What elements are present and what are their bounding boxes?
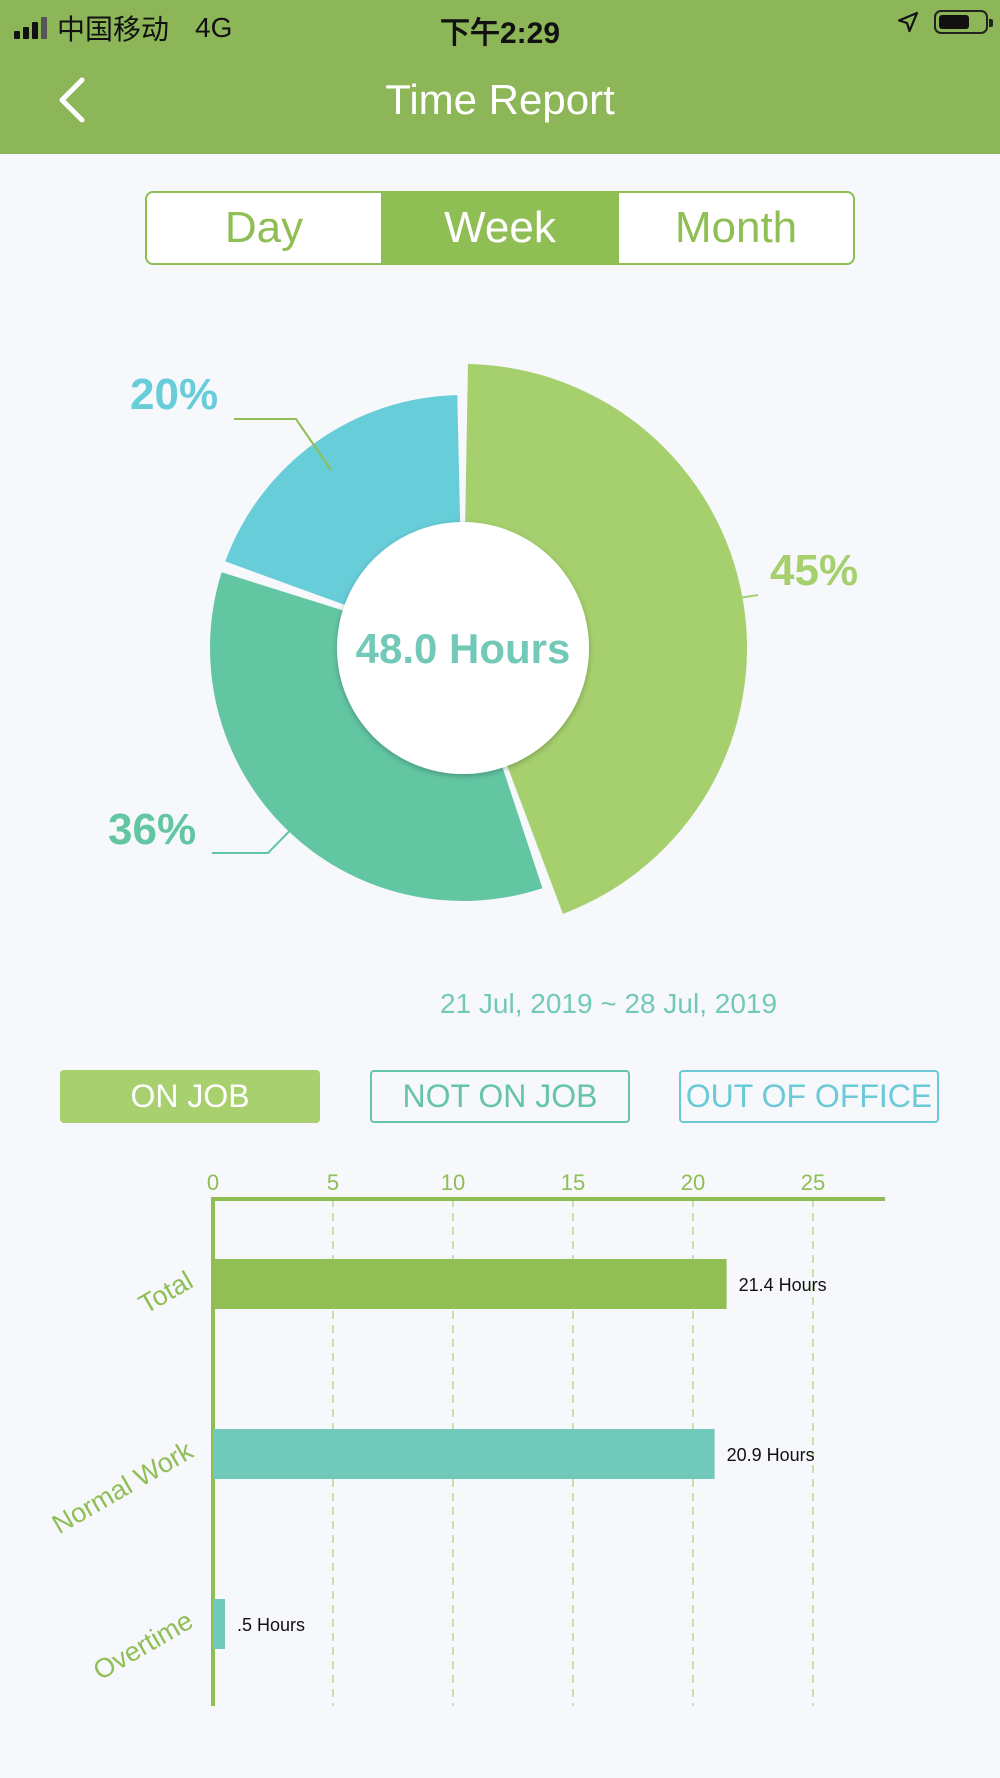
filter-on-job-button[interactable]: ON JOB xyxy=(60,1070,320,1123)
category-label: Overtime xyxy=(88,1605,198,1686)
x-tick-label: 15 xyxy=(561,1170,585,1195)
filter-out-of-office-button[interactable]: OUT OF OFFICE xyxy=(679,1070,939,1123)
hours-donut-chart: 48.0 Hours 45% 36% 20% xyxy=(108,364,858,914)
filter-not-on-job-button[interactable]: NOT ON JOB xyxy=(370,1070,630,1123)
donut-label-slice-0: 45% xyxy=(770,546,858,595)
x-tick-label: 0 xyxy=(207,1170,219,1195)
tab-week[interactable]: Week xyxy=(381,193,617,263)
network-label: 4G xyxy=(195,12,233,43)
donut-slice-on-job xyxy=(465,364,747,914)
donut-center-label: 48.0 Hours xyxy=(356,625,571,672)
leader-line-slice-1 xyxy=(212,809,311,854)
donut-slice-out-of-office xyxy=(225,395,461,607)
leader-line-slice-2 xyxy=(234,418,332,471)
category-label: Total xyxy=(134,1265,198,1320)
carrier-label: 中国移动 xyxy=(57,14,170,45)
hours-bar-chart: 0 5 10 15 20 25 21.4 Hours Total 20.9 Hours Norma… xyxy=(47,1170,885,1706)
x-tick-label: 20 xyxy=(681,1170,705,1195)
bar-data-label: 21.4 Hours xyxy=(739,1275,827,1295)
location-arrow-icon xyxy=(897,11,919,33)
navigation-bar xyxy=(0,0,1000,154)
bar xyxy=(213,1429,715,1479)
back-button[interactable] xyxy=(52,72,96,128)
signal-icon xyxy=(14,17,47,39)
leader-line-slice-0 xyxy=(681,594,759,608)
donut-center xyxy=(337,522,589,774)
page-title: Time Report xyxy=(385,76,615,123)
status-time: 下午2:29 xyxy=(439,17,561,50)
tab-month[interactable]: Month xyxy=(617,193,853,263)
status-bar: 中国移动 4G 下午2:29 xyxy=(0,0,1000,50)
donut-label-slice-2: 20% xyxy=(130,370,218,419)
category-label: Normal Work xyxy=(47,1435,198,1540)
battery-icon xyxy=(934,10,993,34)
x-tick-label: 25 xyxy=(801,1170,825,1195)
chevron-left-icon xyxy=(59,77,85,123)
tab-day[interactable]: Day xyxy=(224,203,304,252)
date-range-label: 21 Jul, 2019 ~ 28 Jul, 2019 xyxy=(440,988,778,1019)
bar xyxy=(213,1599,225,1649)
bar xyxy=(213,1259,727,1309)
x-tick-label: 5 xyxy=(327,1170,339,1195)
period-segmented-control: Day Week Month xyxy=(145,191,855,265)
bar-data-label: .5 Hours xyxy=(237,1615,305,1635)
donut-label-slice-1: 36% xyxy=(108,805,196,854)
bar-data-label: 20.9 Hours xyxy=(727,1445,815,1465)
x-tick-label: 10 xyxy=(441,1170,465,1195)
